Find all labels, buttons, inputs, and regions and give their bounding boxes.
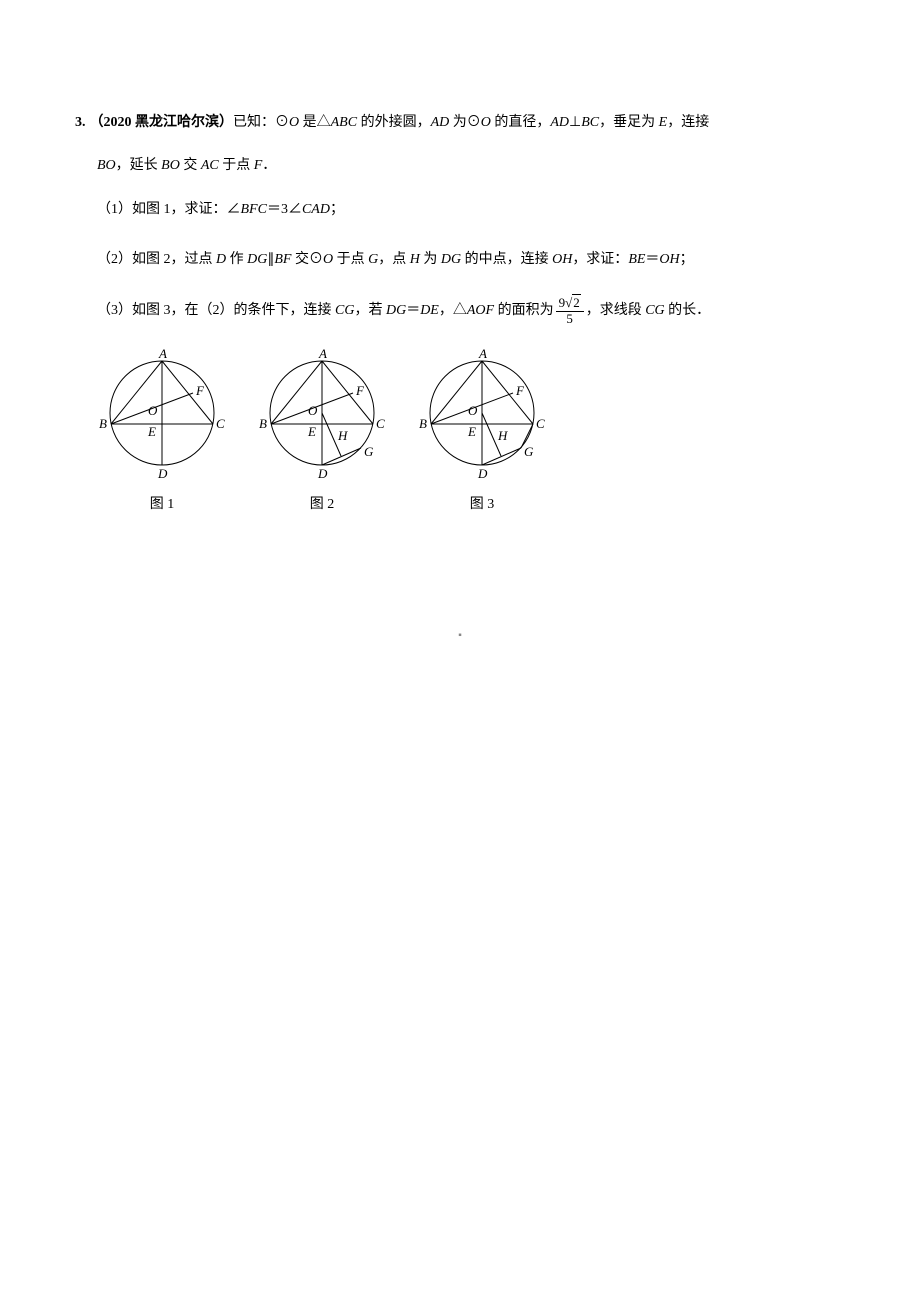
svg-text:A: A bbox=[318, 348, 327, 361]
figure-3-svg: A B C D EO F G H bbox=[417, 348, 547, 488]
svg-text:D: D bbox=[157, 466, 168, 481]
figure-1-caption: 图 1 bbox=[150, 492, 175, 517]
svg-text:F: F bbox=[195, 383, 205, 398]
figure-2-caption: 图 2 bbox=[310, 492, 335, 517]
svg-text:F: F bbox=[355, 383, 365, 398]
svg-text:A: A bbox=[158, 348, 167, 361]
svg-text:C: C bbox=[376, 416, 385, 431]
figure-2: A B C D EO F G H 图 2 bbox=[257, 348, 387, 517]
sub-problem-3: （3）如图 3，在（2）的条件下，连接 CG，若 DG＝DE，△AOF 的面积为… bbox=[75, 296, 845, 326]
problem-line2: BO，延长 BO 交 AC 于点 F． bbox=[75, 153, 845, 178]
svg-text:G: G bbox=[524, 444, 534, 459]
problem-main-text: （2020 黑龙江哈尔滨）已知：⊙O 是△ABC 的外接圆，AD 为⊙O 的直径… bbox=[90, 110, 710, 135]
svg-text:C: C bbox=[536, 416, 545, 431]
svg-text:B: B bbox=[99, 416, 107, 431]
figure-3-caption: 图 3 bbox=[470, 492, 495, 517]
svg-text:G: G bbox=[364, 444, 374, 459]
problem-number: 3. bbox=[75, 110, 86, 135]
problem-source: （2020 黑龙江哈尔滨） bbox=[90, 115, 234, 130]
svg-text:O: O bbox=[148, 403, 158, 418]
svg-text:O: O bbox=[468, 403, 478, 418]
svg-text:C: C bbox=[216, 416, 225, 431]
svg-text:E: E bbox=[147, 424, 156, 439]
svg-text:B: B bbox=[259, 416, 267, 431]
svg-text:H: H bbox=[337, 428, 348, 443]
svg-text:O: O bbox=[308, 403, 318, 418]
svg-text:F: F bbox=[515, 383, 525, 398]
page-marker: ▪ bbox=[75, 627, 845, 645]
svg-text:D: D bbox=[317, 466, 328, 481]
svg-text:E: E bbox=[467, 424, 476, 439]
svg-text:D: D bbox=[477, 466, 488, 481]
figures-row: ABCDEOF 图 1 ABCDEOFGH 图 2 ABCDEOFGH 图 3 bbox=[75, 348, 845, 517]
svg-text:H: H bbox=[497, 428, 508, 443]
svg-text:A: A bbox=[478, 348, 487, 361]
figure-2-svg: A B C D EO F G H bbox=[257, 348, 387, 488]
figure-1: A B C D EO F 图 1 bbox=[97, 348, 227, 517]
svg-text:E: E bbox=[307, 424, 316, 439]
figure-1-svg: A B C D EO F bbox=[97, 348, 227, 488]
problem-header: 3. （2020 黑龙江哈尔滨）已知：⊙O 是△ABC 的外接圆，AD 为⊙O … bbox=[75, 110, 845, 135]
sub-problem-2: （2）如图 2，过点 D 作 DG∥BF 交⊙O 于点 G，点 H 为 DG 的… bbox=[75, 246, 845, 274]
fraction: 9√25 bbox=[556, 296, 584, 326]
svg-text:B: B bbox=[419, 416, 427, 431]
figure-3: A B C D EO F G H 图 3 bbox=[417, 348, 547, 517]
sub-problem-1: （1）如图 1，求证：∠BFC＝3∠CAD； bbox=[75, 196, 845, 224]
